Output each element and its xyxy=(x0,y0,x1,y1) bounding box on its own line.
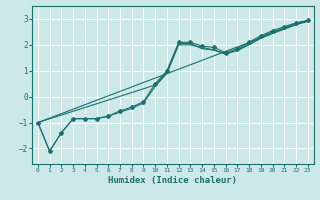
X-axis label: Humidex (Indice chaleur): Humidex (Indice chaleur) xyxy=(108,176,237,185)
